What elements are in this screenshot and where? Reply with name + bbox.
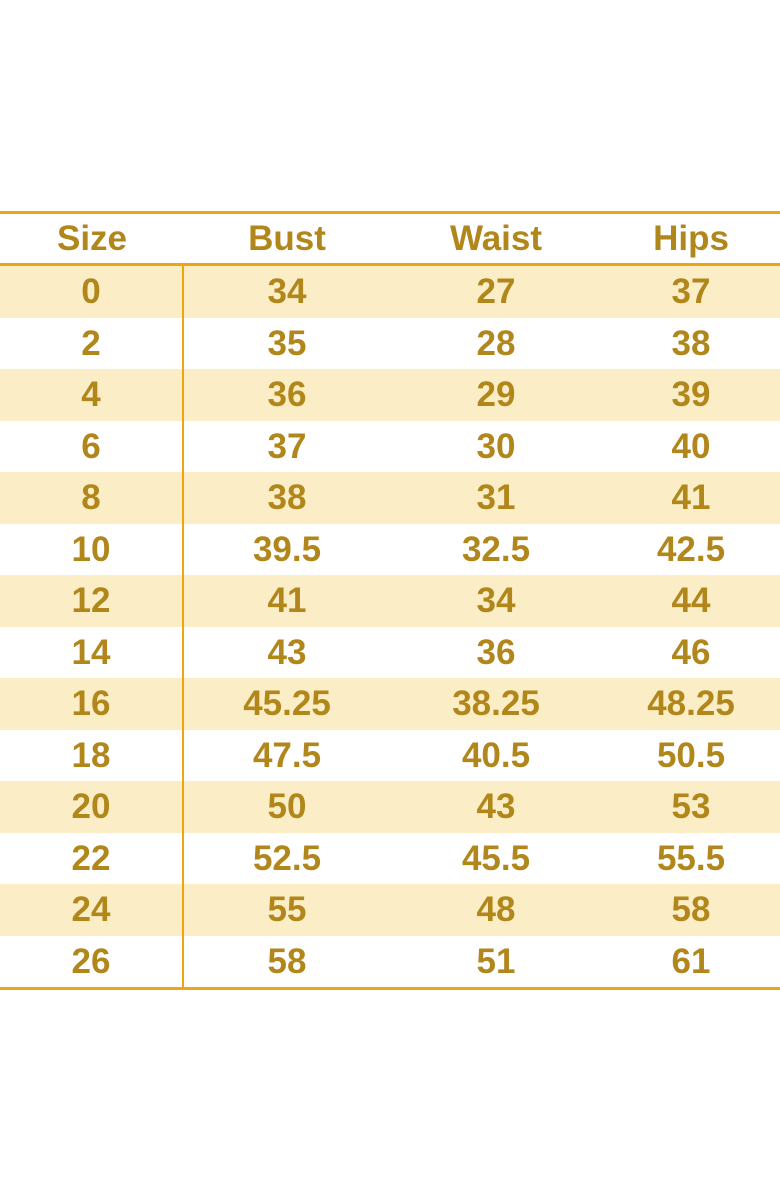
measurement-cell: 34 [267,272,307,312]
measurement-cell: 37 [267,426,307,466]
size-cell: 2 [0,317,184,369]
size-cell: 20 [0,781,184,833]
measurement-cell: 40.5 [461,735,531,775]
header-cell-bust: Bust [248,219,326,258]
measurement-cell: 44 [671,581,711,621]
size-cell: 24 [0,884,184,936]
measurement-cell: 28 [476,323,516,363]
measurement-cell: 39.5 [252,529,322,569]
measurement-cell: 55 [267,890,307,930]
measurement-cell: 38 [671,323,711,363]
measurement-cell: 32.5 [461,529,531,569]
table-row: 18 47.5 40.5 50.5 [0,729,780,781]
measurement-cell: 34 [476,581,516,621]
size-cell: 22 [0,832,184,884]
measurement-cell: 38.25 [452,684,540,724]
measurement-cell: 45.25 [243,684,331,724]
measurement-cell: 37 [671,272,711,312]
size-cell: 8 [0,472,184,524]
measurement-cell: 40 [671,426,711,466]
measurement-cell: 50.5 [656,735,726,775]
measurement-cell: 47.5 [252,735,322,775]
measurement-cell: 38 [267,478,307,518]
size-chart-table: Size Bust Waist Hips 0 34 27 37 2 35 28 38 4 36 29… [0,211,780,990]
table-row: 16 45.25 38.25 48.25 [0,678,780,730]
size-cell: 4 [0,369,184,421]
measurement-cell: 36 [476,632,516,672]
size-cell: 0 [0,266,184,318]
table-body: 0 34 27 37 2 35 28 38 4 36 29 39 6 37 30 40 8 38 31 41 10 39.… [0,266,780,987]
size-cell: 12 [0,575,184,627]
measurement-cell: 43 [267,632,307,672]
table-row: 0 34 27 37 [0,266,780,318]
header-cell-waist: Waist [449,219,543,258]
measurement-cell: 51 [476,941,516,981]
header-cell-size: Size [56,219,128,258]
table-row: 4 36 29 39 [0,369,780,421]
table-row: 22 52.5 45.5 55.5 [0,832,780,884]
size-cell: 10 [0,523,184,575]
table-row: 10 39.5 32.5 42.5 [0,523,780,575]
size-cell: 26 [0,935,184,987]
size-cell: 18 [0,729,184,781]
measurement-cell: 52.5 [252,838,322,878]
measurement-cell: 41 [671,478,711,518]
header-cell-hips: Hips [653,219,729,258]
measurement-cell: 58 [671,890,711,930]
table-row: 6 37 30 40 [0,420,780,472]
table-row: 8 38 31 41 [0,472,780,524]
measurement-cell: 30 [476,426,516,466]
measurement-cell: 35 [267,323,307,363]
measurement-cell: 29 [476,375,516,415]
measurement-cell: 45.5 [461,838,531,878]
measurement-cell: 55.5 [656,838,726,878]
measurement-cell: 46 [671,632,711,672]
table-row: 20 50 43 53 [0,781,780,833]
measurement-cell: 48 [476,890,516,930]
measurement-cell: 31 [476,478,516,518]
table-row: 2 35 28 38 [0,317,780,369]
measurement-cell: 58 [267,941,307,981]
table-row: 24 55 48 58 [0,884,780,936]
measurement-cell: 39 [671,375,711,415]
measurement-cell: 41 [267,581,307,621]
table-row: 14 43 36 46 [0,626,780,678]
table-row: 12 41 34 44 [0,575,780,627]
measurement-cell: 53 [671,787,711,827]
size-cell: 14 [0,626,184,678]
measurement-cell: 43 [476,787,516,827]
measurement-cell: 42.5 [656,529,726,569]
measurement-cell: 27 [476,272,516,312]
measurement-cell: 36 [267,375,307,415]
table-row: 26 58 51 61 [0,935,780,987]
measurement-cell: 48.25 [647,684,735,724]
size-cell: 6 [0,420,184,472]
measurement-cell: 50 [267,787,307,827]
table-header-row: Size Bust Waist Hips [0,214,780,266]
size-cell: 16 [0,678,184,730]
measurement-cell: 61 [671,941,711,981]
